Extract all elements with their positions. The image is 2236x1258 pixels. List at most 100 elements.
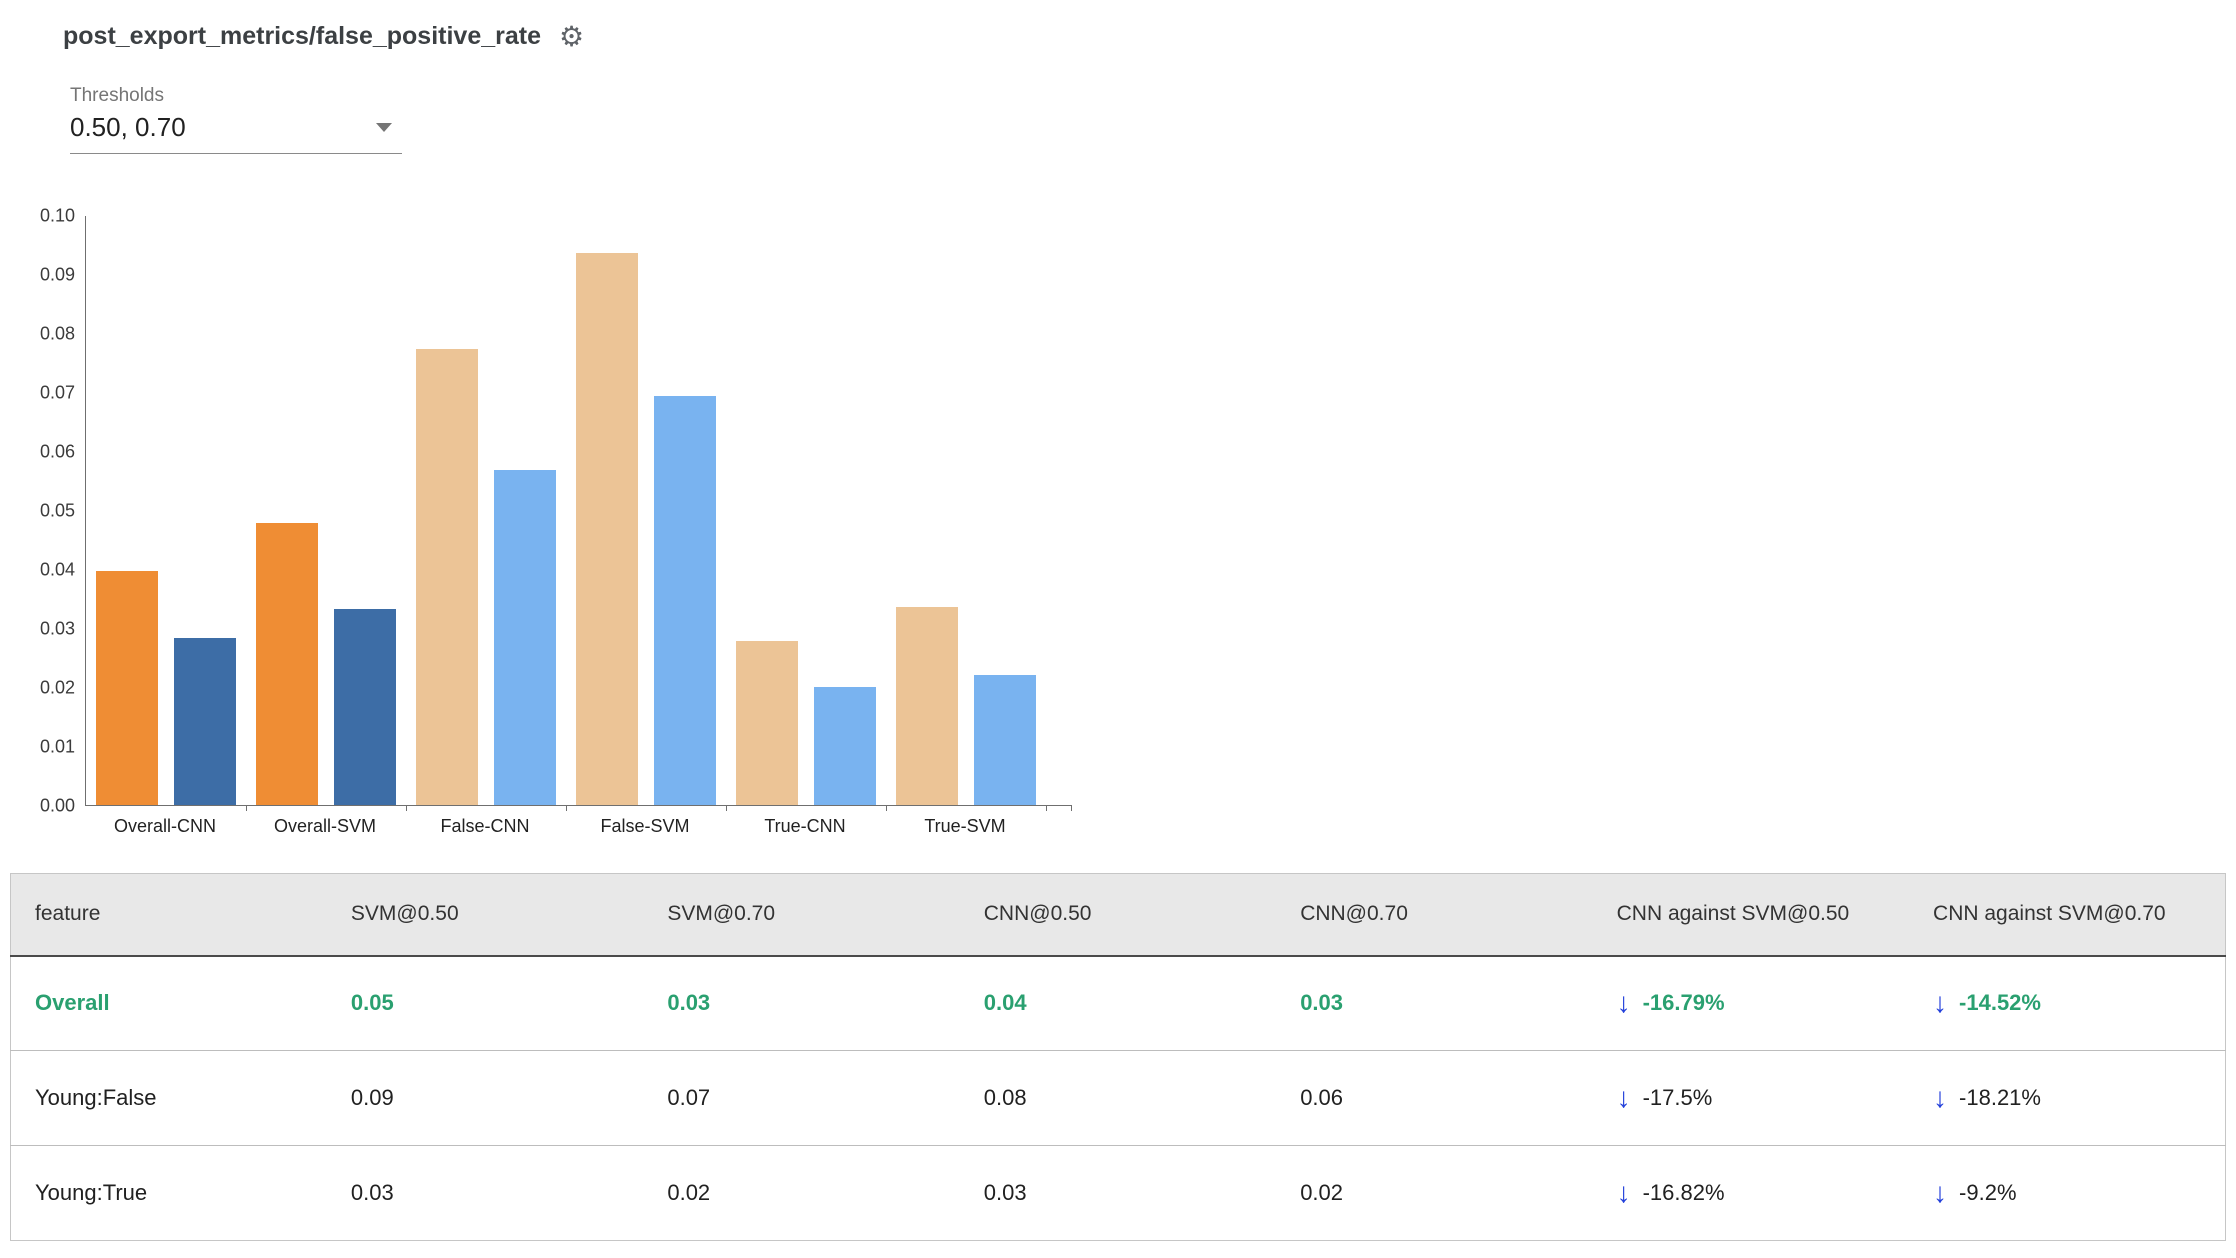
x-axis-label-Overall-CNN: Overall-CNN xyxy=(113,816,216,836)
x-axis-tick xyxy=(246,805,247,811)
x-axis-tick xyxy=(566,805,567,811)
x-axis-label-False-CNN: False-CNN xyxy=(440,816,530,836)
metrics-table: feature SVM@0.50 SVM@0.70 CNN@0.50 CNN@0… xyxy=(10,873,2226,1241)
metric-value-cell: 0.03 xyxy=(1276,955,1593,1051)
decrease-arrow-icon: ↓ xyxy=(1933,1082,1948,1113)
page-title: post_export_metrics/false_positive_rate xyxy=(63,22,541,50)
bar-False-CNN-@0.50[interactable] xyxy=(416,348,478,805)
bar-False-SVM-@0.50[interactable] xyxy=(576,252,638,805)
chevron-down-icon xyxy=(376,123,392,132)
thresholds-select[interactable]: Thresholds 0.50, 0.70 xyxy=(70,85,402,154)
metric-value-cell: 0.02 xyxy=(1276,1145,1593,1241)
thresholds-label: Thresholds xyxy=(70,85,164,106)
feature-cell: Young:True xyxy=(10,1145,327,1241)
metric-value-cell: 0.03 xyxy=(326,1145,644,1241)
delta-value: -16.79% xyxy=(1642,990,1725,1016)
delta-cell: ↓ -9.2% xyxy=(1909,1145,2226,1241)
decrease-arrow-icon: ↓ xyxy=(1933,1177,1948,1208)
table-body: Overall 0.05 0.03 0.04 0.03 ↓ -16.79% ↓ -14.52% Y… xyxy=(10,955,2226,1241)
y-axis-label: 0.09 xyxy=(39,264,75,285)
bar-group-True-CNN xyxy=(726,216,886,805)
x-axis-tick xyxy=(1046,805,1047,811)
bar-True-CNN-@0.50[interactable] xyxy=(736,640,798,805)
bar-Overall-SVM-@0.70[interactable] xyxy=(334,609,396,805)
delta-value: -17.5% xyxy=(1642,1085,1713,1110)
col-cnn-070: CNN@0.70 xyxy=(1276,873,1593,957)
metric-value-cell: 0.08 xyxy=(959,1050,1277,1146)
y-axis-label: 0.04 xyxy=(39,559,75,580)
thresholds-value: 0.50, 0.70 xyxy=(70,112,186,142)
delta-value: -9.2% xyxy=(1959,1180,2017,1205)
col-svm-050: SVM@0.50 xyxy=(326,873,644,957)
metric-value-cell: 0.03 xyxy=(643,955,960,1051)
bar-group-False-CNN xyxy=(406,216,566,805)
y-axis-label: 0.07 xyxy=(39,382,75,403)
metric-value-cell: 0.07 xyxy=(643,1050,960,1146)
y-axis-label: 0.03 xyxy=(39,618,75,639)
metric-value-cell: 0.03 xyxy=(959,1145,1277,1241)
y-axis-label: 0.01 xyxy=(39,736,75,757)
thresholds-control[interactable]: 0.50, 0.70 xyxy=(70,107,402,154)
header: post_export_metrics/false_positive_rate … xyxy=(0,0,2236,51)
y-axis-label: 0.05 xyxy=(39,500,75,521)
col-feature: feature xyxy=(10,873,327,957)
y-axis-label: 0.02 xyxy=(39,677,75,698)
decrease-arrow-icon: ↓ xyxy=(1933,987,1948,1019)
table-header: feature SVM@0.50 SVM@0.70 CNN@0.50 CNN@0… xyxy=(10,873,2226,957)
bar-True-SVM-@0.50[interactable] xyxy=(896,606,958,805)
decrease-arrow-icon: ↓ xyxy=(1616,987,1631,1019)
y-axis: 0.10 0.09 0.08 0.07 0.06 0.05 0.04 0.03 0.02 0.01… xyxy=(25,206,85,816)
col-svm-070: SVM@0.70 xyxy=(643,873,960,957)
metric-value-cell: 0.04 xyxy=(959,955,1277,1051)
plot-area xyxy=(85,216,1072,811)
settings-gear-icon[interactable]: ⚙ xyxy=(559,20,585,52)
x-axis-labels: Overall-CNN Overall-SVM False-CNN False-SVM… xyxy=(85,816,1071,837)
col-cnn-against-svm-050: CNN against SVM@0.50 xyxy=(1592,873,1910,957)
bar-group-Overall-SVM xyxy=(246,216,406,805)
x-axis-tick xyxy=(1071,805,1072,811)
bar-False-SVM-@0.70[interactable] xyxy=(654,395,716,805)
bar-Overall-CNN-@0.70[interactable] xyxy=(174,638,236,805)
bar-Overall-SVM-@0.50[interactable] xyxy=(256,523,318,805)
x-axis-label-Overall-SVM: Overall-SVM xyxy=(273,816,376,836)
delta-cell: ↓ -18.21% xyxy=(1909,1050,2226,1146)
delta-value: -18.21% xyxy=(1959,1085,2041,1110)
delta-value: -16.82% xyxy=(1642,1180,1725,1205)
y-axis-label: 0.10 xyxy=(39,205,75,226)
bar-group-Overall-CNN xyxy=(86,216,246,805)
y-axis-label: 0.08 xyxy=(39,323,75,344)
y-axis-label: 0.06 xyxy=(39,441,75,462)
feature-cell: Overall xyxy=(10,955,327,1051)
x-axis-label-True-SVM: True-SVM xyxy=(924,816,1006,836)
decrease-arrow-icon: ↓ xyxy=(1616,1082,1631,1113)
metric-value-cell: 0.06 xyxy=(1276,1050,1593,1146)
metric-value-cell: 0.02 xyxy=(643,1145,960,1241)
delta-cell: ↓ -16.79% xyxy=(1592,955,1910,1051)
col-cnn-against-svm-070: CNN against SVM@0.70 xyxy=(1909,873,2226,957)
x-axis-label-True-CNN: True-CNN xyxy=(764,816,846,836)
bar-Overall-CNN-@0.50[interactable] xyxy=(96,570,158,805)
x-axis-tick xyxy=(886,805,887,811)
delta-cell: ↓ -14.52% xyxy=(1909,955,2226,1051)
bar-True-SVM-@0.70[interactable] xyxy=(974,674,1036,805)
bar-group-True-SVM xyxy=(886,216,1046,805)
delta-cell: ↓ -17.5% xyxy=(1592,1050,1910,1146)
x-axis-tick xyxy=(726,805,727,811)
bar-False-CNN-@0.70[interactable] xyxy=(494,469,556,805)
table-row-Young:True[interactable]: Young:True 0.03 0.02 0.03 0.02 ↓ -16.82% ↓ -9.2% xyxy=(10,1145,2226,1241)
bar-True-CNN-@0.70[interactable] xyxy=(814,686,876,805)
bar-group-False-SVM xyxy=(566,216,726,805)
metric-value-cell: 0.05 xyxy=(326,955,644,1051)
metric-value-cell: 0.09 xyxy=(326,1050,644,1146)
feature-cell: Young:False xyxy=(10,1050,327,1146)
table-header-row: feature SVM@0.50 SVM@0.70 CNN@0.50 CNN@0… xyxy=(10,873,2226,957)
col-cnn-050: CNN@0.50 xyxy=(959,873,1277,957)
bar-chart: 0.10 0.09 0.08 0.07 0.06 0.05 0.04 0.03 0.02 0.01… xyxy=(25,206,2236,837)
x-axis-label-False-SVM: False-SVM xyxy=(600,816,690,836)
table-row-Young:False[interactable]: Young:False 0.09 0.07 0.08 0.06 ↓ -17.5% ↓ -18.2… xyxy=(10,1050,2226,1146)
table-row-Overall[interactable]: Overall 0.05 0.03 0.04 0.03 ↓ -16.79% ↓ -14.52% xyxy=(10,955,2226,1051)
plot-column: Overall-CNN Overall-SVM False-CNN False-SVM… xyxy=(85,216,1072,837)
delta-value: -14.52% xyxy=(1959,990,2041,1016)
y-axis-label: 0.00 xyxy=(39,795,75,816)
